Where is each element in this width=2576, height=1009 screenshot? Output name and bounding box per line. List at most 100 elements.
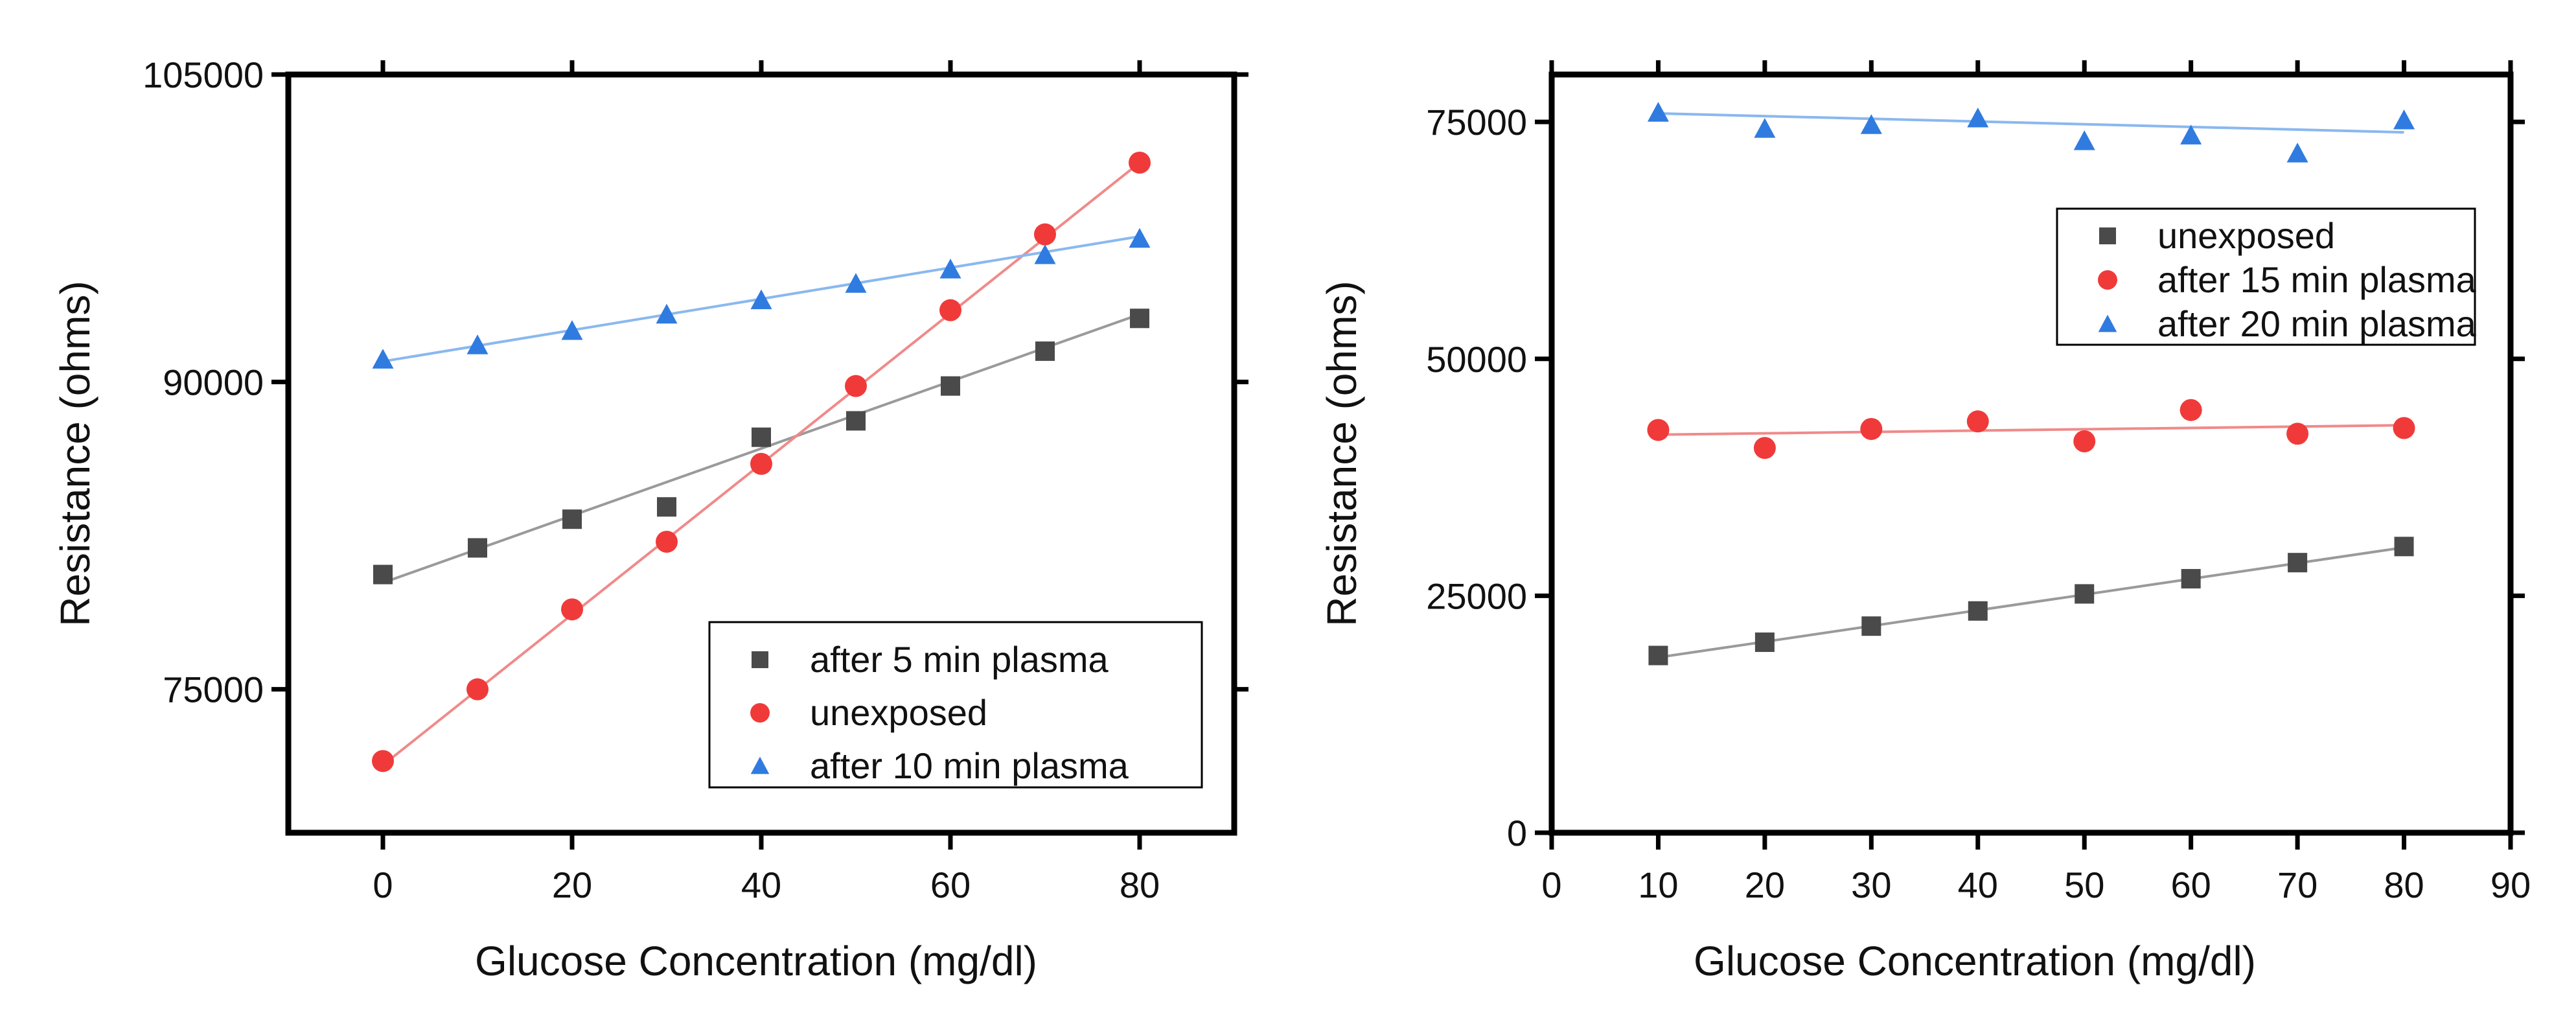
left-x-tick-label: 0 bbox=[373, 864, 393, 905]
right-data-point-circle bbox=[2286, 423, 2309, 445]
right-data-point-circle bbox=[1860, 417, 1883, 440]
right-data-point-square bbox=[1968, 601, 1988, 621]
left-legend-marker-circle bbox=[750, 703, 770, 723]
left-data-point-circle bbox=[1129, 151, 1151, 174]
right-chart: Glucose Concentration (mg/dl) Resistance… bbox=[1318, 60, 2531, 984]
left-data-point-triangle bbox=[845, 273, 867, 293]
right-data-point-square bbox=[1754, 632, 1775, 653]
right-fit-line-triangle bbox=[1658, 111, 2404, 134]
right-x-tick-label: 70 bbox=[2277, 864, 2317, 905]
left-data-point-square bbox=[941, 376, 960, 396]
left-data-point-circle bbox=[656, 530, 678, 553]
right-y-axis-title: Resistance (ohms) bbox=[1318, 281, 1365, 627]
left-chart: Glucose Concentration (mg/dl) Resistance… bbox=[52, 54, 1248, 984]
right-data-point-triangle bbox=[1754, 118, 1776, 138]
right-data-point-square bbox=[2075, 584, 2095, 604]
left-data-point-circle bbox=[466, 678, 489, 701]
left-y-tick-label: 75000 bbox=[163, 669, 264, 710]
right-data-point-circle bbox=[1966, 410, 1989, 433]
left-data-point-square bbox=[657, 497, 676, 517]
left-x-tick-label: 80 bbox=[1120, 864, 1160, 905]
left-x-tick-label: 40 bbox=[741, 864, 781, 905]
right-plot-frame bbox=[1548, 71, 2514, 836]
left-data-point-triangle bbox=[466, 334, 489, 354]
right-data-point-triangle bbox=[1647, 102, 1669, 122]
right-x-tick-label: 50 bbox=[2064, 864, 2104, 905]
right-legend-marker-square bbox=[2099, 227, 2116, 244]
left-data-point-square bbox=[846, 411, 866, 431]
right-y-tick-label: 0 bbox=[1507, 813, 1527, 853]
right-data-point-square bbox=[1861, 616, 1881, 636]
right-x-tick-label: 30 bbox=[1851, 864, 1891, 905]
right-legend-marker-triangle bbox=[2098, 314, 2117, 332]
right-data-point-triangle bbox=[2073, 130, 2095, 150]
right-data-point-triangle bbox=[2393, 109, 2415, 130]
left-data-point-square bbox=[1130, 308, 1149, 329]
right-data-point-circle bbox=[1647, 419, 1670, 441]
left-data-point-square bbox=[468, 538, 487, 558]
left-data-point-square bbox=[373, 564, 393, 585]
left-legend-marker-triangle bbox=[750, 756, 770, 774]
left-y-tick-label: 105000 bbox=[143, 54, 264, 95]
right-fit-line-circle bbox=[1658, 424, 2404, 436]
right-data-point-circle bbox=[2073, 430, 2096, 452]
left-data-point-circle bbox=[750, 452, 772, 475]
right-legend-marker-circle bbox=[2098, 270, 2117, 290]
right-x-tick-label: 10 bbox=[1638, 864, 1678, 905]
left-data-point-triangle bbox=[1129, 227, 1151, 248]
left-data-point-triangle bbox=[561, 320, 583, 340]
right-data-point-circle bbox=[2179, 399, 2202, 421]
right-fit-line-square bbox=[1658, 546, 2404, 659]
right-y-tick-label: 75000 bbox=[1426, 102, 1527, 143]
left-legend-label: after 10 min plasma bbox=[810, 745, 1129, 786]
right-legend-label: unexposed bbox=[2157, 215, 2335, 256]
right-x-tick-label: 40 bbox=[1958, 864, 1998, 905]
left-legend-label: after 5 min plasma bbox=[810, 639, 1109, 680]
left-data-point-square bbox=[562, 509, 582, 529]
right-data-point-square bbox=[2394, 537, 2414, 557]
left-data-point-circle bbox=[939, 299, 961, 321]
left-data-point-triangle bbox=[939, 259, 961, 279]
left-data-point-triangle bbox=[656, 303, 678, 324]
right-data-point-circle bbox=[1753, 437, 1776, 459]
left-data-point-circle bbox=[1034, 223, 1056, 246]
right-data-point-triangle bbox=[1967, 108, 1989, 128]
right-legend-label: after 15 min plasma bbox=[2157, 259, 2477, 300]
right-data-point-triangle bbox=[2180, 124, 2202, 145]
right-x-tick-label: 60 bbox=[2171, 864, 2211, 905]
right-data-point-square bbox=[2181, 569, 2201, 589]
right-x-tick-label: 20 bbox=[1745, 864, 1785, 905]
right-legend bbox=[2056, 207, 2476, 346]
right-y-tick-label: 50000 bbox=[1426, 339, 1527, 380]
left-x-tick-label: 60 bbox=[930, 864, 971, 905]
left-data-point-triangle bbox=[750, 289, 772, 310]
left-fit-line-square bbox=[382, 313, 1140, 585]
left-x-tick-label: 20 bbox=[552, 864, 592, 905]
left-legend-label: unexposed bbox=[810, 692, 987, 733]
left-data-point-triangle bbox=[1034, 244, 1056, 264]
left-y-tick-label: 90000 bbox=[163, 362, 264, 402]
left-x-axis-title: Glucose Concentration (mg/dl) bbox=[475, 938, 1037, 984]
left-legend-marker-square bbox=[752, 651, 768, 668]
right-data-point-square bbox=[2288, 553, 2308, 573]
right-x-tick-label: 90 bbox=[2490, 864, 2531, 905]
left-data-point-square bbox=[752, 427, 771, 447]
left-data-point-circle bbox=[845, 375, 867, 397]
right-data-point-circle bbox=[2393, 417, 2415, 439]
right-legend-label: after 20 min plasma bbox=[2157, 303, 2477, 344]
left-data-point-square bbox=[1035, 341, 1055, 361]
left-data-point-circle bbox=[372, 750, 394, 772]
right-data-point-square bbox=[1648, 645, 1668, 666]
right-x-tick-label: 0 bbox=[1541, 864, 1561, 905]
right-data-point-triangle bbox=[1860, 114, 1882, 134]
left-data-point-triangle bbox=[372, 349, 394, 369]
left-y-axis-title: Resistance (ohms) bbox=[52, 281, 98, 627]
left-data-point-circle bbox=[561, 598, 583, 621]
right-x-tick-label: 80 bbox=[2384, 864, 2424, 905]
right-x-axis-title: Glucose Concentration (mg/dl) bbox=[1694, 938, 2256, 984]
right-y-tick-label: 25000 bbox=[1426, 575, 1527, 616]
right-data-point-triangle bbox=[2286, 143, 2308, 163]
left-legend bbox=[708, 621, 1203, 789]
